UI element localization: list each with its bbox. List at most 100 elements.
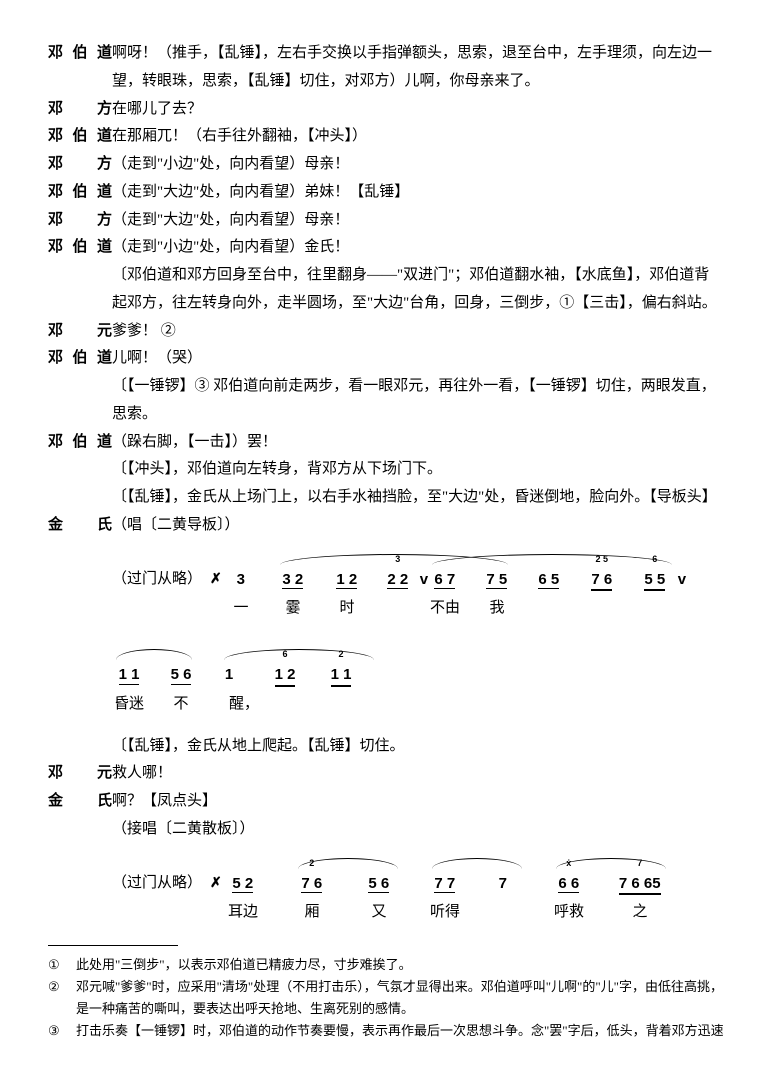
speaker-name: 邓 方 [48, 96, 112, 124]
lyric-cell [462, 899, 494, 927]
notation-cell: 6 7 [428, 552, 462, 594]
notation-cell [146, 675, 164, 689]
script-line: 〔【乱锤】，金氏从地上爬起。【乱锤】切住。 [48, 733, 724, 761]
lyric-cell [396, 899, 428, 927]
stage-direction: 〔邓伯道和邓方回身至台中，往里翻身——"双进门"；邓伯道翻水袖，【水底鱼】，邓伯… [112, 262, 724, 318]
script-line: 邓伯道儿啊！（哭） [48, 345, 724, 373]
notation-lead: （过门从略） [112, 870, 202, 898]
notation-marker: ✗ [210, 871, 226, 897]
lyric-cell [586, 899, 616, 927]
stage-direction: 〔【冲头】，邓伯道向左转身，背邓方从下场门下。 [112, 456, 442, 484]
notation-cell [256, 579, 276, 593]
script-line: 邓伯道（走到"小边"处，向内看望）金氏！ [48, 234, 724, 262]
notation-cell [620, 579, 638, 593]
script-line: 金 氏（唱〔二黄导板〕） [48, 512, 724, 540]
dialogue-text: 啊？【凤点头】 [112, 788, 724, 816]
lyric-cell [256, 595, 276, 623]
lyric-cell: 呼救 [552, 899, 586, 927]
speaker-name: 邓 方 [48, 207, 112, 235]
lyric-cell [322, 691, 352, 719]
script-line: 邓 方（走到"大边"处，向内看望）母亲！ [48, 207, 724, 235]
dialogue-text: （唱〔二黄导板〕） [112, 512, 724, 540]
notation-cell [238, 675, 268, 689]
script-line: 〔【一锤锣】③ 邓伯道向前走两步，看一眼邓元，再往外一看，【一锤锣】切住，两眼发… [48, 373, 724, 429]
footnote-divider [48, 945, 178, 946]
script-line: 邓伯道（走到"大边"处，向内看望）弟妹！【乱锤】 [48, 179, 724, 207]
script-line: 邓 元爹爹！ ② [48, 318, 724, 346]
speaker-name: 邓 方 [48, 151, 112, 179]
notation-cell: 1 12 [326, 647, 356, 689]
lyric-cell [330, 899, 362, 927]
dialogue-text: 儿啊！（哭） [112, 345, 724, 373]
dialogue-text: （走到"大边"处，向内看望）母亲！ [112, 207, 724, 235]
notation-cell: 1 1 [112, 647, 146, 689]
script-line: 邓伯道（跺右脚，【一击】）罢！ [48, 429, 724, 457]
lyric-cell [512, 899, 552, 927]
lyric-cell: 醒， [220, 691, 268, 719]
notation-cell: 7 5 [480, 552, 514, 594]
lyric-cell: 昏迷 [112, 691, 146, 719]
notation-cell: 1 26 [268, 647, 302, 689]
lyric-cell [462, 595, 480, 623]
notation-cell [462, 579, 480, 593]
notation-cell: 6 6ẋ [552, 856, 586, 898]
script-line: 〔【乱锤】，金氏从上场门上，以右手水袖挡脸，至"大边"处，昏迷倒地，脸向外。【导… [48, 484, 724, 512]
notation-cell: 2 23 [382, 552, 414, 594]
lyric-cell: 时 [330, 595, 364, 623]
stage-direction: 〔【乱锤】，金氏从上场门上，以右手水袖挡脸，至"大边"处，昏迷倒地，脸向外。【导… [112, 484, 717, 512]
notation-cell [396, 883, 428, 897]
footnote-number: ③ [48, 1020, 76, 1042]
notation-cell [514, 579, 532, 593]
notation-cell: 3 [226, 552, 256, 594]
footnote-text: 邓元喊"爹爹"时，应采用"清场"处理（不用打击乐），气氛才显得出来。邓伯道呼叫"… [76, 976, 724, 1020]
speaker-name: 金 氏 [48, 788, 112, 816]
dialogue-text: 救人哪！ [112, 760, 724, 788]
notation-cell [260, 883, 294, 897]
notation-cell: 5 6 [164, 647, 198, 689]
notation-cell: 7 [494, 856, 512, 898]
notation-cell [310, 579, 330, 593]
footnote: ②邓元喊"爹爹"时，应采用"清场"处理（不用打击乐），气氛才显得出来。邓伯道呼叫… [48, 976, 724, 1020]
lyric-cell: 霎 [276, 595, 310, 623]
lyric-cell [382, 595, 414, 623]
notation-cell: 1 [220, 647, 238, 689]
dialogue-text: 在哪儿了去？ [112, 96, 724, 124]
notation-cell: 6 5 [532, 552, 566, 594]
notation-cell: 7 7 [428, 856, 462, 898]
notation-cell: 5 2 [226, 856, 260, 898]
lyric-cell [198, 691, 220, 719]
lyric-cell [414, 595, 428, 623]
speaker-name: 邓伯道 [48, 429, 112, 457]
lyric-cell: 又 [362, 899, 396, 927]
dialogue-text: 爹爹！ ② [112, 318, 724, 346]
lyric-cell [532, 595, 566, 623]
speaker-name: 邓伯道 [48, 123, 112, 151]
notation-cell [586, 883, 616, 897]
footnote-number: ① [48, 954, 76, 976]
lyric-cell [310, 595, 330, 623]
notation-cell: 3 2 [276, 552, 310, 594]
notation-lead: （过门从略） [112, 566, 202, 594]
script-line: 邓 元救人哪！ [48, 760, 724, 788]
lyric-cell: 不由 [428, 595, 462, 623]
notation-block-1: （过门从略）✗33 21 22 23v6 77 56 57 62 55 56v … [112, 552, 724, 719]
notation-cell: 5 6 [362, 856, 396, 898]
speaker-name: 金 氏 [48, 512, 112, 540]
script-line: 邓伯道在那厢兀！（右手往外翻袖，【冲头】） [48, 123, 724, 151]
speaker-name: 邓 元 [48, 760, 112, 788]
lyric-cell: 我 [480, 595, 514, 623]
speaker-name: 邓伯道 [48, 40, 112, 68]
lyric-cell [584, 595, 620, 623]
footnote-text: 此处用"三倒步"，以表示邓伯道已精疲力尽，寸步难挨了。 [76, 954, 724, 976]
dialogue-text: （走到"大边"处，向内看望）弟妹！【乱锤】 [112, 179, 724, 207]
dialogue-text: 在那厢兀！（右手往外翻袖，【冲头】） [112, 123, 724, 151]
notation-cell: 1 2 [330, 552, 364, 594]
lyric-cell [620, 595, 638, 623]
dialogue-text: （走到"小边"处，向内看望）母亲！ [112, 151, 724, 179]
lyric-cell: 听得 [428, 899, 462, 927]
lyric-cell [298, 691, 322, 719]
script-line: 金 氏啊？【凤点头】 [48, 788, 724, 816]
notation-cell [462, 883, 494, 897]
lyric-cell [364, 595, 382, 623]
lyric-cell [494, 899, 512, 927]
